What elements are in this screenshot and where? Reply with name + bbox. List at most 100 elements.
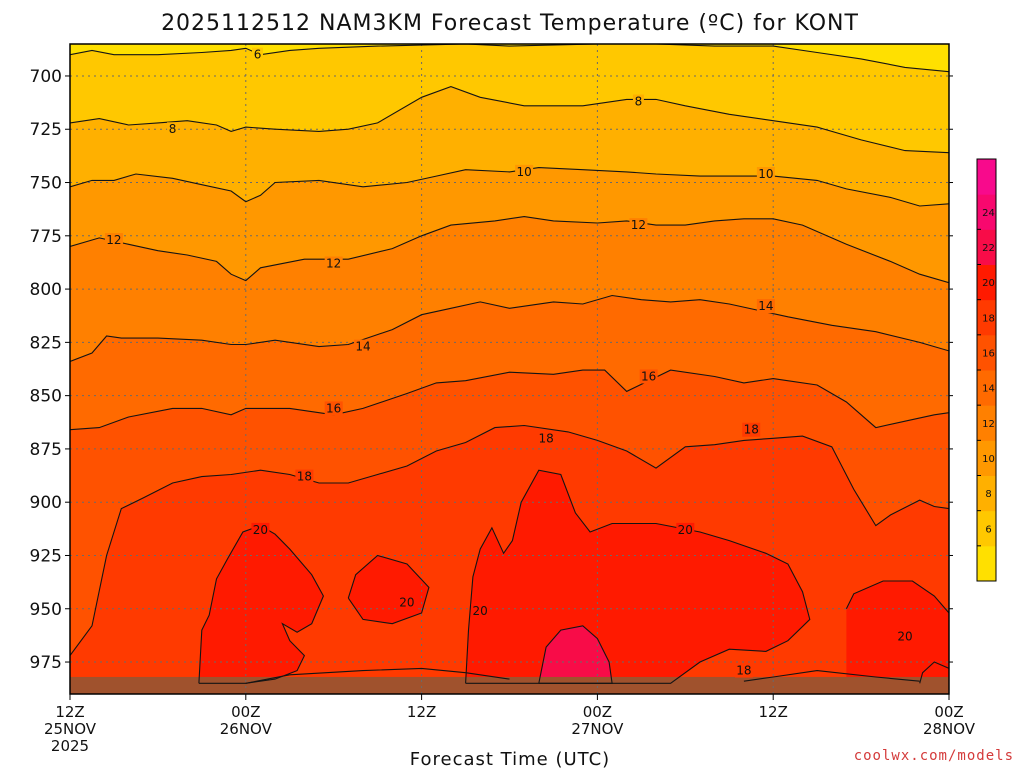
contour-label-bg-19 xyxy=(676,522,695,537)
colorbar-label: 14 xyxy=(982,384,995,395)
colorbar-segment-14 xyxy=(977,370,996,406)
contour-label: 18 xyxy=(736,664,751,678)
contour-label: 12 xyxy=(326,257,341,271)
contour-label-bg-8 xyxy=(354,339,372,354)
contour-label: 10 xyxy=(758,167,773,181)
contour-label-bg-20 xyxy=(896,629,915,644)
x-tick-label: 27NOV xyxy=(571,720,624,738)
contour-label: 14 xyxy=(355,340,370,354)
x-axis-title: Forecast Time (UTC) xyxy=(410,749,610,768)
colorbar-label: 8 xyxy=(985,489,991,500)
ground-layer xyxy=(70,676,949,694)
colorbar-label: 20 xyxy=(982,278,995,289)
isotherm-16-5 xyxy=(70,369,949,431)
y-tick-label: 725 xyxy=(30,120,62,140)
colorbar-label: 10 xyxy=(982,454,995,465)
x-tick-label: 25NOV xyxy=(44,720,97,738)
isotherm-20-10 xyxy=(347,554,430,625)
colorbar-segment-22 xyxy=(977,229,996,265)
isotherm-20-11 xyxy=(465,469,811,684)
y-tick-label: 925 xyxy=(30,546,62,566)
contour-label: 16 xyxy=(641,369,656,383)
contour-label: 18 xyxy=(744,423,759,437)
isotherm-20-9 xyxy=(198,524,325,684)
colorbar: 6 8 10 12 14 16 18 20 22 24 xyxy=(976,158,997,582)
contour-label: 12 xyxy=(631,218,646,232)
contour-label-bg-12 xyxy=(295,469,314,484)
x-tick-label: 26NOV xyxy=(220,720,273,738)
y-tick-label: 950 xyxy=(30,600,62,620)
x-tick-label: 00Z xyxy=(583,703,612,721)
isotherm-22-14 xyxy=(538,625,613,684)
colorbar-label: 24 xyxy=(982,208,995,219)
contour-label-bg-17 xyxy=(397,595,416,610)
source-credit[interactable]: coolwx.com/models xyxy=(854,748,1014,764)
contour-label-bg-15 xyxy=(734,663,753,678)
contour-label-bg-18 xyxy=(471,603,490,618)
contour-label-bg-3 xyxy=(515,164,534,179)
colorbar-label: 18 xyxy=(982,313,995,324)
contour-label: 20 xyxy=(897,629,912,643)
x-tick-label: 2025 xyxy=(51,737,89,755)
contour-label-bg-2 xyxy=(632,94,644,109)
contour-label: 20 xyxy=(473,604,488,618)
ground-surface xyxy=(70,676,949,694)
x-tick-label: 00Z xyxy=(231,703,260,721)
y-tick-label: 825 xyxy=(30,333,62,353)
colorbar-segment-18 xyxy=(977,299,996,336)
isotherm-18-6 xyxy=(70,424,949,656)
colorbar-label: 6 xyxy=(985,524,991,535)
colorbar-segment-24 xyxy=(977,194,996,230)
y-tick-label: 900 xyxy=(30,493,62,513)
contour-label-bg-16 xyxy=(251,522,270,537)
y-tick-label: 700 xyxy=(30,67,62,87)
contour-label-bg-5 xyxy=(104,233,123,248)
contour-label: 20 xyxy=(399,595,414,609)
contour-label: 8 xyxy=(635,95,643,109)
x-tick-label: 12Z xyxy=(55,703,84,721)
temperature-fill-layer xyxy=(70,44,949,694)
colorbar-label: 22 xyxy=(982,243,995,254)
contour-label: 10 xyxy=(517,165,532,179)
isotherm-labels: 6 8 8 10 10 12 12 12 14 14 16 16 18 18 18 18 20 20 20 20 20 xyxy=(104,47,915,678)
y-tick-label: 800 xyxy=(30,280,62,300)
contour-label-bg-6 xyxy=(324,256,343,271)
x-tick-label: 28NOV xyxy=(923,720,976,738)
colorbar-segment-4 xyxy=(977,545,996,582)
contour-label: 20 xyxy=(678,523,693,537)
isotherm-20-13 xyxy=(919,661,949,684)
gridlines xyxy=(70,44,949,694)
colorbar-segment-16 xyxy=(977,334,996,371)
x-tick-label: 12Z xyxy=(759,703,788,721)
fill-band-20-11 xyxy=(465,470,810,684)
y-tick-label: 750 xyxy=(30,174,62,194)
contour-label-bg-14 xyxy=(742,422,761,437)
contour-label: 16 xyxy=(326,401,341,415)
colorbar-segment-20 xyxy=(977,264,996,301)
isotherm-12-3 xyxy=(70,216,949,284)
isotherm-lines xyxy=(70,44,949,684)
y-tick-label: 975 xyxy=(30,653,62,673)
contour-label-bg-1 xyxy=(167,122,179,137)
contour-label-bg-9 xyxy=(756,299,775,314)
colorbar-segment-12 xyxy=(977,405,996,441)
plot-frame xyxy=(69,43,950,695)
colorbar-segment-8 xyxy=(977,475,996,512)
colorbar-segment-10 xyxy=(977,440,996,476)
x-tick-label: 12Z xyxy=(407,703,436,721)
y-tick-label: 850 xyxy=(30,387,62,407)
contour-label: 20 xyxy=(253,523,268,537)
contour-label: 6 xyxy=(254,48,262,62)
y-axis: 700 725 750 775 800 825 850 875 900 925 950 975 xyxy=(30,67,953,673)
isotherm-6-0 xyxy=(70,44,949,73)
colorbar-segment-26 xyxy=(977,159,996,195)
contour-label-bg-4 xyxy=(756,167,775,181)
plot-border xyxy=(69,43,950,695)
contour-label-bg-7 xyxy=(629,218,648,233)
colorbar-label: 16 xyxy=(982,348,995,359)
colorbar-segment-6 xyxy=(977,510,996,547)
contour-label: 18 xyxy=(538,431,553,445)
contour-label-bg-0 xyxy=(252,47,264,62)
